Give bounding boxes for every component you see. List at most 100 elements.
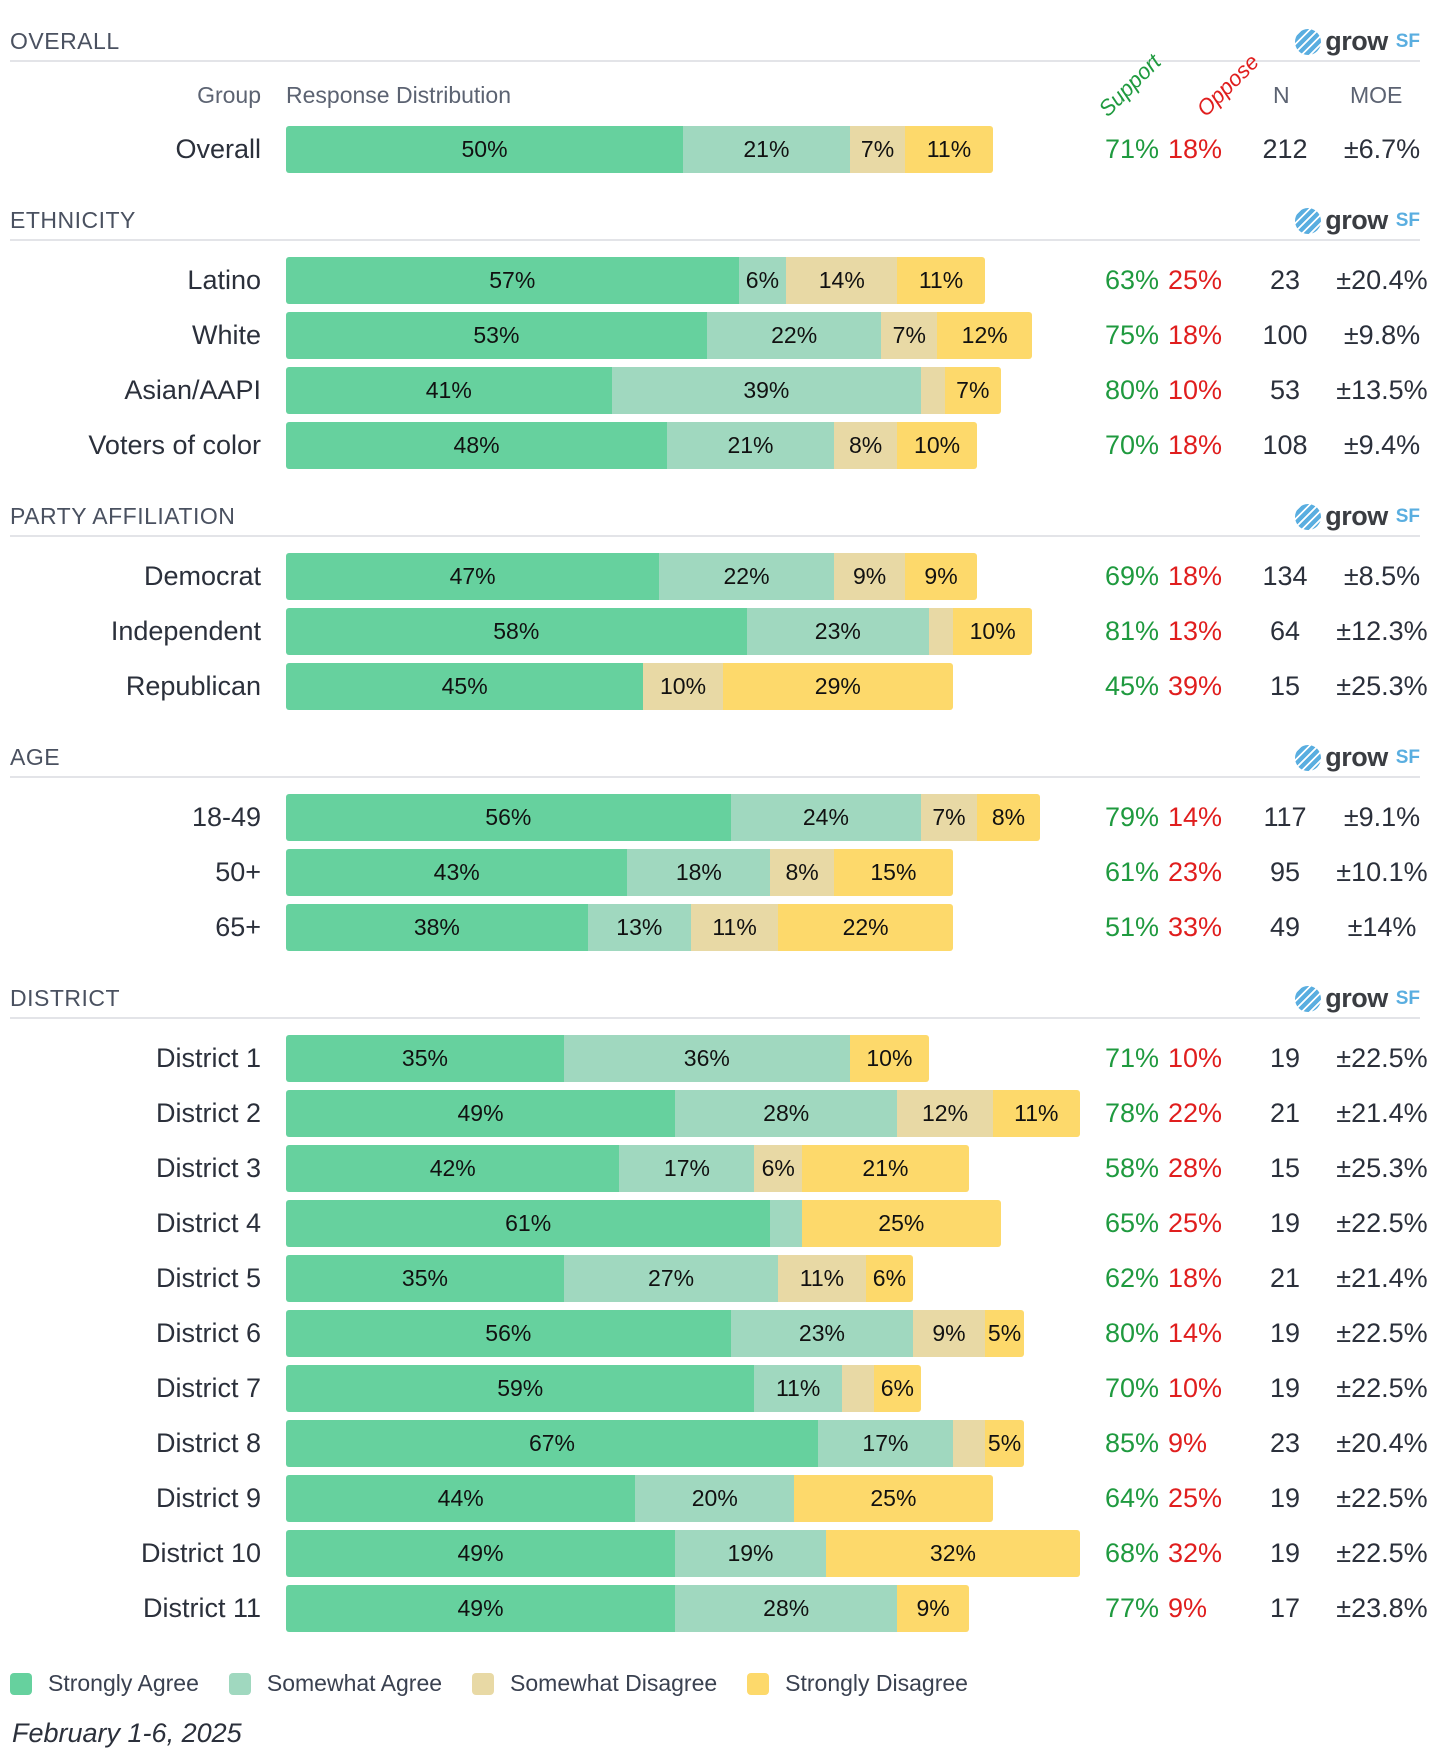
legend-item-somewhat-disagree: Somewhat Disagree	[472, 1670, 717, 1697]
stacked-bar: 4318815	[286, 849, 953, 896]
table-row: District 5 3527116 62% 18% 21 ±21.4%	[0, 1251, 1456, 1306]
support-value: 45%	[1105, 671, 1160, 701]
bar-segment-strongly-agree: 49	[286, 1585, 676, 1632]
stacked-bar: 591146	[286, 1365, 922, 1412]
table-row: District 9 442025 64% 25% 19 ±22.5%	[0, 1471, 1456, 1526]
stacked-bar: 491932	[286, 1530, 1080, 1577]
bar-segment-somewhat-disagree: 4	[841, 1365, 874, 1412]
growsf-swirl-icon	[1295, 744, 1322, 771]
growsf-logo: grow SF	[1295, 501, 1420, 532]
group-label: 65+	[215, 912, 261, 942]
group-label: District 1	[155, 1043, 261, 1073]
bar-segment-somewhat-agree: 23	[730, 1310, 914, 1357]
column-header-group: Group	[197, 82, 261, 108]
bar-segment-strongly-agree: 56	[286, 1310, 731, 1357]
sample-size: 19	[1269, 1208, 1301, 1238]
sample-size: 15	[1269, 671, 1301, 701]
bar-segment-somewhat-agree: 18	[627, 849, 771, 896]
bar-segment-strongly-disagree: 8	[976, 794, 1041, 841]
stacked-bar: 61425	[286, 1200, 1001, 1247]
bar-segment-somewhat-agree: 17	[817, 1420, 953, 1467]
group-label: 18-49	[191, 802, 261, 832]
margin-of-error: ±22.5%	[1336, 1208, 1428, 1238]
bar-segment-somewhat-disagree: 4	[952, 1420, 985, 1467]
bar-segment-somewhat-disagree: 11	[778, 1255, 866, 1302]
section-header: DISTRICT grow SF	[10, 977, 1420, 1019]
legend-swatch	[228, 1672, 251, 1695]
sample-size: 108	[1262, 430, 1308, 460]
margin-of-error: ±9.8%	[1343, 320, 1421, 350]
stacked-bar: 451029	[286, 663, 953, 710]
margin-of-error: ±22.5%	[1336, 1318, 1428, 1348]
stacked-bar: 562478	[286, 794, 1041, 841]
bar-segment-strongly-disagree: 29	[722, 663, 953, 710]
bar-segment-somewhat-agree: 22	[706, 312, 882, 359]
bar-segment-somewhat-agree: 28	[675, 1585, 898, 1632]
section-title: OVERALL	[10, 28, 120, 54]
oppose-value: 32%	[1168, 1538, 1223, 1568]
section-title: AGE	[10, 744, 61, 770]
margin-of-error: ±8.5%	[1343, 561, 1421, 591]
bar-segment-somewhat-agree: 28	[675, 1090, 898, 1137]
margin-of-error: ±14%	[1347, 912, 1417, 942]
bar-segment-strongly-disagree: 25	[794, 1475, 993, 1522]
logo-suffix: SF	[1395, 746, 1420, 768]
stacked-bar: 5021711	[286, 126, 993, 173]
bar-segment-somewhat-disagree: 7	[849, 126, 906, 173]
table-row: 18-49 562478 79% 14% 117 ±9.1%	[0, 790, 1456, 845]
group-label: Republican	[125, 671, 261, 701]
table-row: Democrat47229969%18%134±8.5%	[0, 549, 1456, 604]
bar-segment-strongly-disagree: 5	[984, 1420, 1025, 1467]
legend-item-strongly-agree: Strongly Agree	[10, 1670, 199, 1697]
table-row: District 7 591146 70% 10% 19 ±22.5%	[0, 1361, 1456, 1416]
oppose-value: 13%	[1168, 616, 1223, 646]
bar-segment-strongly-agree: 45	[286, 663, 644, 710]
group-label: District 3	[155, 1153, 261, 1183]
bar-segment-strongly-agree: 53	[286, 312, 707, 359]
spacer	[0, 114, 1456, 122]
bar-segment-somewhat-agree: 19	[675, 1530, 826, 1577]
bar-segment-somewhat-disagree: 7	[881, 312, 938, 359]
growsf-logo: grow SF	[1295, 205, 1420, 236]
group-label: District 9	[155, 1483, 261, 1513]
legend-label: Strongly Disagree	[785, 1670, 968, 1696]
table-row: District 6 562395 80% 14% 19 ±22.5%	[0, 1306, 1456, 1361]
bar-segment-somewhat-disagree: 9	[913, 1310, 985, 1357]
bar-segment-somewhat-disagree: 12	[897, 1090, 993, 1137]
bar-segment-somewhat-disagree: 11	[690, 904, 779, 951]
bar-segment-strongly-disagree: 9	[905, 553, 977, 600]
bar-segment-somewhat-disagree: 3	[929, 608, 953, 655]
section-rows: Latino576141163%25%23±20.4%White53227127…	[0, 241, 1456, 473]
bar-segment-strongly-disagree: 11	[905, 126, 993, 173]
stacked-bar: 671745	[286, 1420, 1025, 1467]
stacked-bar: 49281211	[286, 1090, 1080, 1137]
bar-segment-somewhat-agree: 6	[738, 257, 787, 304]
table-row: Asian/AAPI 413937 80% 10% 53 ±13.5%	[0, 363, 1456, 418]
logo-word: grow	[1325, 742, 1388, 772]
legend-item-somewhat-agree: Somewhat Agree	[228, 1670, 442, 1697]
oppose-value: 23%	[1168, 857, 1223, 887]
table-row: District 4 61425 65% 25% 19 ±22.5%	[0, 1196, 1456, 1251]
logo-word: grow	[1325, 205, 1388, 235]
legend-swatch	[10, 1672, 32, 1695]
sample-size: 15	[1269, 1153, 1301, 1183]
growsf-swirl-icon	[1295, 28, 1322, 55]
bar-segment-strongly-agree: 35	[286, 1035, 564, 1082]
margin-of-error: ±20.4%	[1336, 1428, 1428, 1458]
oppose-value: 9%	[1168, 1593, 1208, 1623]
logo-word: grow	[1325, 501, 1388, 531]
bar-segment-somewhat-disagree: 10	[643, 663, 723, 710]
section-ethnicity: ETHNICITY grow SF Latino 5761411 63% 25% 23 ±20.…	[0, 199, 1456, 473]
bar-segment-somewhat-agree: 20	[635, 1475, 795, 1522]
bar-segment-strongly-disagree: 10	[849, 1035, 930, 1082]
bar-segment-somewhat-agree: 39	[611, 367, 922, 414]
bar-segment-strongly-disagree: 11	[897, 257, 985, 304]
bar-segment-somewhat-disagree: 8	[770, 849, 834, 896]
bar-segment-strongly-disagree: 7	[945, 367, 1001, 414]
oppose-value: 14%	[1168, 802, 1223, 832]
bar-segment-strongly-disagree: 5	[984, 1310, 1025, 1357]
group-label: District 7	[155, 1373, 261, 1403]
bar-segment-strongly-agree: 49	[286, 1090, 676, 1137]
sample-size: 95	[1269, 857, 1301, 887]
oppose-value: 28%	[1168, 1153, 1223, 1183]
